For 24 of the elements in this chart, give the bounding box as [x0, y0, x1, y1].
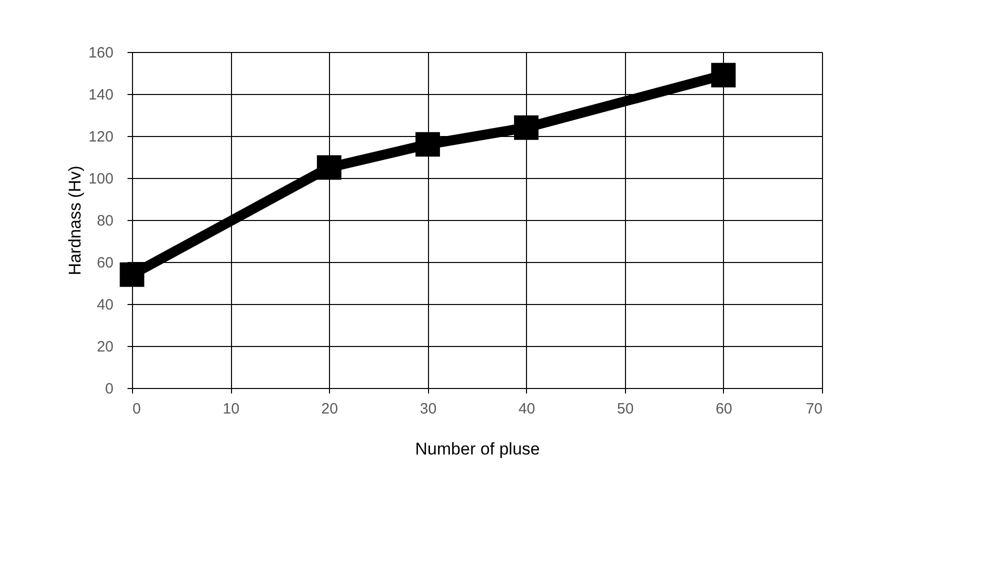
point	[514, 115, 539, 140]
x-tick-label: 60	[716, 400, 732, 418]
y-tick-label: 60	[96, 254, 114, 272]
x-axis-title: Number of pluse	[415, 440, 540, 458]
x-tick-label: 70	[806, 400, 822, 418]
y-tick-label: 20	[96, 338, 114, 356]
point	[120, 262, 144, 287]
y-tick-label: 140	[88, 86, 114, 104]
point	[316, 155, 342, 180]
x-tick-label: 50	[617, 400, 634, 418]
x-tick-label: 40	[518, 400, 536, 418]
y-tick-label: 0	[105, 380, 114, 398]
x-tick-label: 10	[222, 400, 240, 418]
y-tick-label: 40	[96, 296, 114, 314]
point	[711, 62, 736, 88]
y-tick-label: 80	[96, 212, 114, 230]
y-tick-label: 100	[88, 170, 114, 188]
y-tick-label: 120	[88, 128, 114, 146]
y-tick-label: 160	[88, 44, 114, 62]
point	[415, 132, 440, 157]
y-axis-title: Hardnass (Hv)	[65, 166, 84, 276]
x-tick-label: 20	[321, 400, 338, 418]
x-tick-label: 0	[132, 400, 141, 418]
x-tick-label: 30	[420, 400, 437, 418]
